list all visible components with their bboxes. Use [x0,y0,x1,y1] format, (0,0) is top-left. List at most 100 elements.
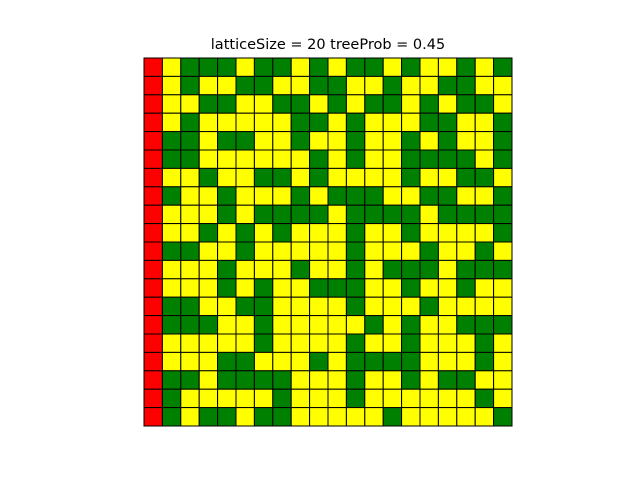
cell-empty-r18-c12 [364,388,384,409]
cell-empty-r14-c10 [327,315,347,335]
cell-empty-r5-c18 [474,149,495,169]
cell-tree-r18-c11 [345,388,366,409]
cell-empty-r10-c3 [198,241,219,261]
cell-burning-r0-c0 [143,57,163,77]
cell-empty-r12-c15 [419,278,439,298]
cell-tree-r9-c19 [493,223,513,243]
cell-empty-r10-c7 [272,241,292,261]
cell-tree-r7-c1 [161,186,182,206]
cell-tree-r12-c4 [217,278,237,298]
cell-tree-r17-c5 [235,370,255,390]
cell-tree-r7-c12 [364,186,384,206]
cell-tree-r16-c9 [309,351,329,372]
cell-tree-r11-c14 [401,259,421,280]
cell-empty-r6-c1 [161,167,182,188]
cell-empty-r1-c12 [364,75,384,96]
cell-tree-r5-c9 [309,149,329,169]
cell-empty-r19-c2 [180,407,200,427]
cell-tree-r6-c6 [253,167,274,188]
cell-tree-r0-c17 [456,57,476,77]
cell-tree-r2-c17 [456,94,476,114]
cell-empty-r3-c7 [272,112,292,133]
cell-tree-r8-c9 [309,204,329,225]
cell-tree-r4-c16 [437,131,458,151]
cell-empty-r0-c16 [437,57,458,77]
cell-empty-r3-c4 [217,112,237,133]
cell-empty-r11-c16 [437,259,458,280]
cell-tree-r0-c2 [180,57,200,77]
cell-tree-r6-c14 [401,167,421,188]
cell-empty-r13-c3 [198,296,219,317]
cell-empty-r11-c5 [235,259,255,280]
cell-tree-r11-c8 [290,259,311,280]
cell-empty-r15-c16 [437,333,458,353]
cell-tree-r1-c10 [327,75,347,96]
cell-empty-r18-c19 [493,388,513,409]
cell-empty-r11-c1 [161,259,182,280]
cell-empty-r9-c6 [253,223,274,243]
cell-tree-r12-c14 [401,278,421,298]
cell-tree-r5-c15 [419,149,439,169]
cell-tree-r13-c11 [345,296,366,317]
cell-tree-r3-c16 [437,112,458,133]
cell-empty-r18-c9 [309,388,329,409]
cell-empty-r10-c17 [456,241,476,261]
cell-empty-r1-c14 [401,75,421,96]
cell-tree-r13-c6 [253,296,274,317]
cell-tree-r15-c11 [345,333,366,353]
cell-tree-r2-c10 [327,94,347,114]
cell-empty-r10-c12 [364,241,384,261]
cell-empty-r10-c16 [437,241,458,261]
cell-empty-r11-c2 [180,259,200,280]
cell-tree-r6-c18 [474,167,495,188]
cell-tree-r9-c5 [235,223,255,243]
cell-empty-r5-c5 [235,149,255,169]
cell-tree-r17-c1 [161,370,182,390]
cell-empty-r18-c15 [419,388,439,409]
cell-tree-r16-c11 [345,351,366,372]
cell-tree-r10-c5 [235,241,255,261]
cell-empty-r6-c16 [437,167,458,188]
cell-empty-r8-c2 [180,204,200,225]
cell-tree-r8-c18 [474,204,495,225]
lattice-grid [143,57,513,427]
cell-tree-r2-c7 [272,94,292,114]
cell-empty-r16-c7 [272,351,292,372]
cell-tree-r9-c11 [345,223,366,243]
cell-tree-r18-c18 [474,388,495,409]
cell-empty-r4-c3 [198,131,219,151]
cell-tree-r2-c12 [364,94,384,114]
cell-tree-r14-c1 [161,315,182,335]
cell-empty-r8-c15 [419,204,439,225]
cell-empty-r18-c5 [235,388,255,409]
cell-tree-r5-c14 [401,149,421,169]
cell-tree-r10-c2 [180,241,200,261]
cell-tree-r11-c17 [456,259,476,280]
cell-tree-r13-c5 [235,296,255,317]
cell-burning-r14-c0 [143,315,163,335]
cell-empty-r1-c11 [345,75,366,96]
cell-tree-r3-c9 [309,112,329,133]
cell-empty-r11-c3 [198,259,219,280]
cell-empty-r9-c9 [309,223,329,243]
cell-empty-r17-c8 [290,370,311,390]
cell-empty-r4-c17 [456,131,476,151]
cell-empty-r15-c9 [309,333,329,353]
cell-tree-r3-c8 [290,112,311,133]
cell-tree-r15-c18 [474,333,495,353]
cell-empty-r18-c13 [382,388,403,409]
cell-empty-r11-c12 [364,259,384,280]
cell-tree-r4-c5 [235,131,255,151]
cell-tree-r11-c4 [217,259,237,280]
cell-tree-r7-c16 [437,186,458,206]
cell-tree-r4-c2 [180,131,200,151]
cell-tree-r19-c13 [382,407,403,427]
cell-empty-r13-c16 [437,296,458,317]
cell-empty-r4-c12 [364,131,384,151]
cell-tree-r0-c9 [309,57,329,77]
cell-tree-r13-c1 [161,296,182,317]
cell-tree-r16-c14 [401,351,421,372]
cell-empty-r16-c19 [493,351,513,372]
cell-empty-r12-c1 [161,278,182,298]
